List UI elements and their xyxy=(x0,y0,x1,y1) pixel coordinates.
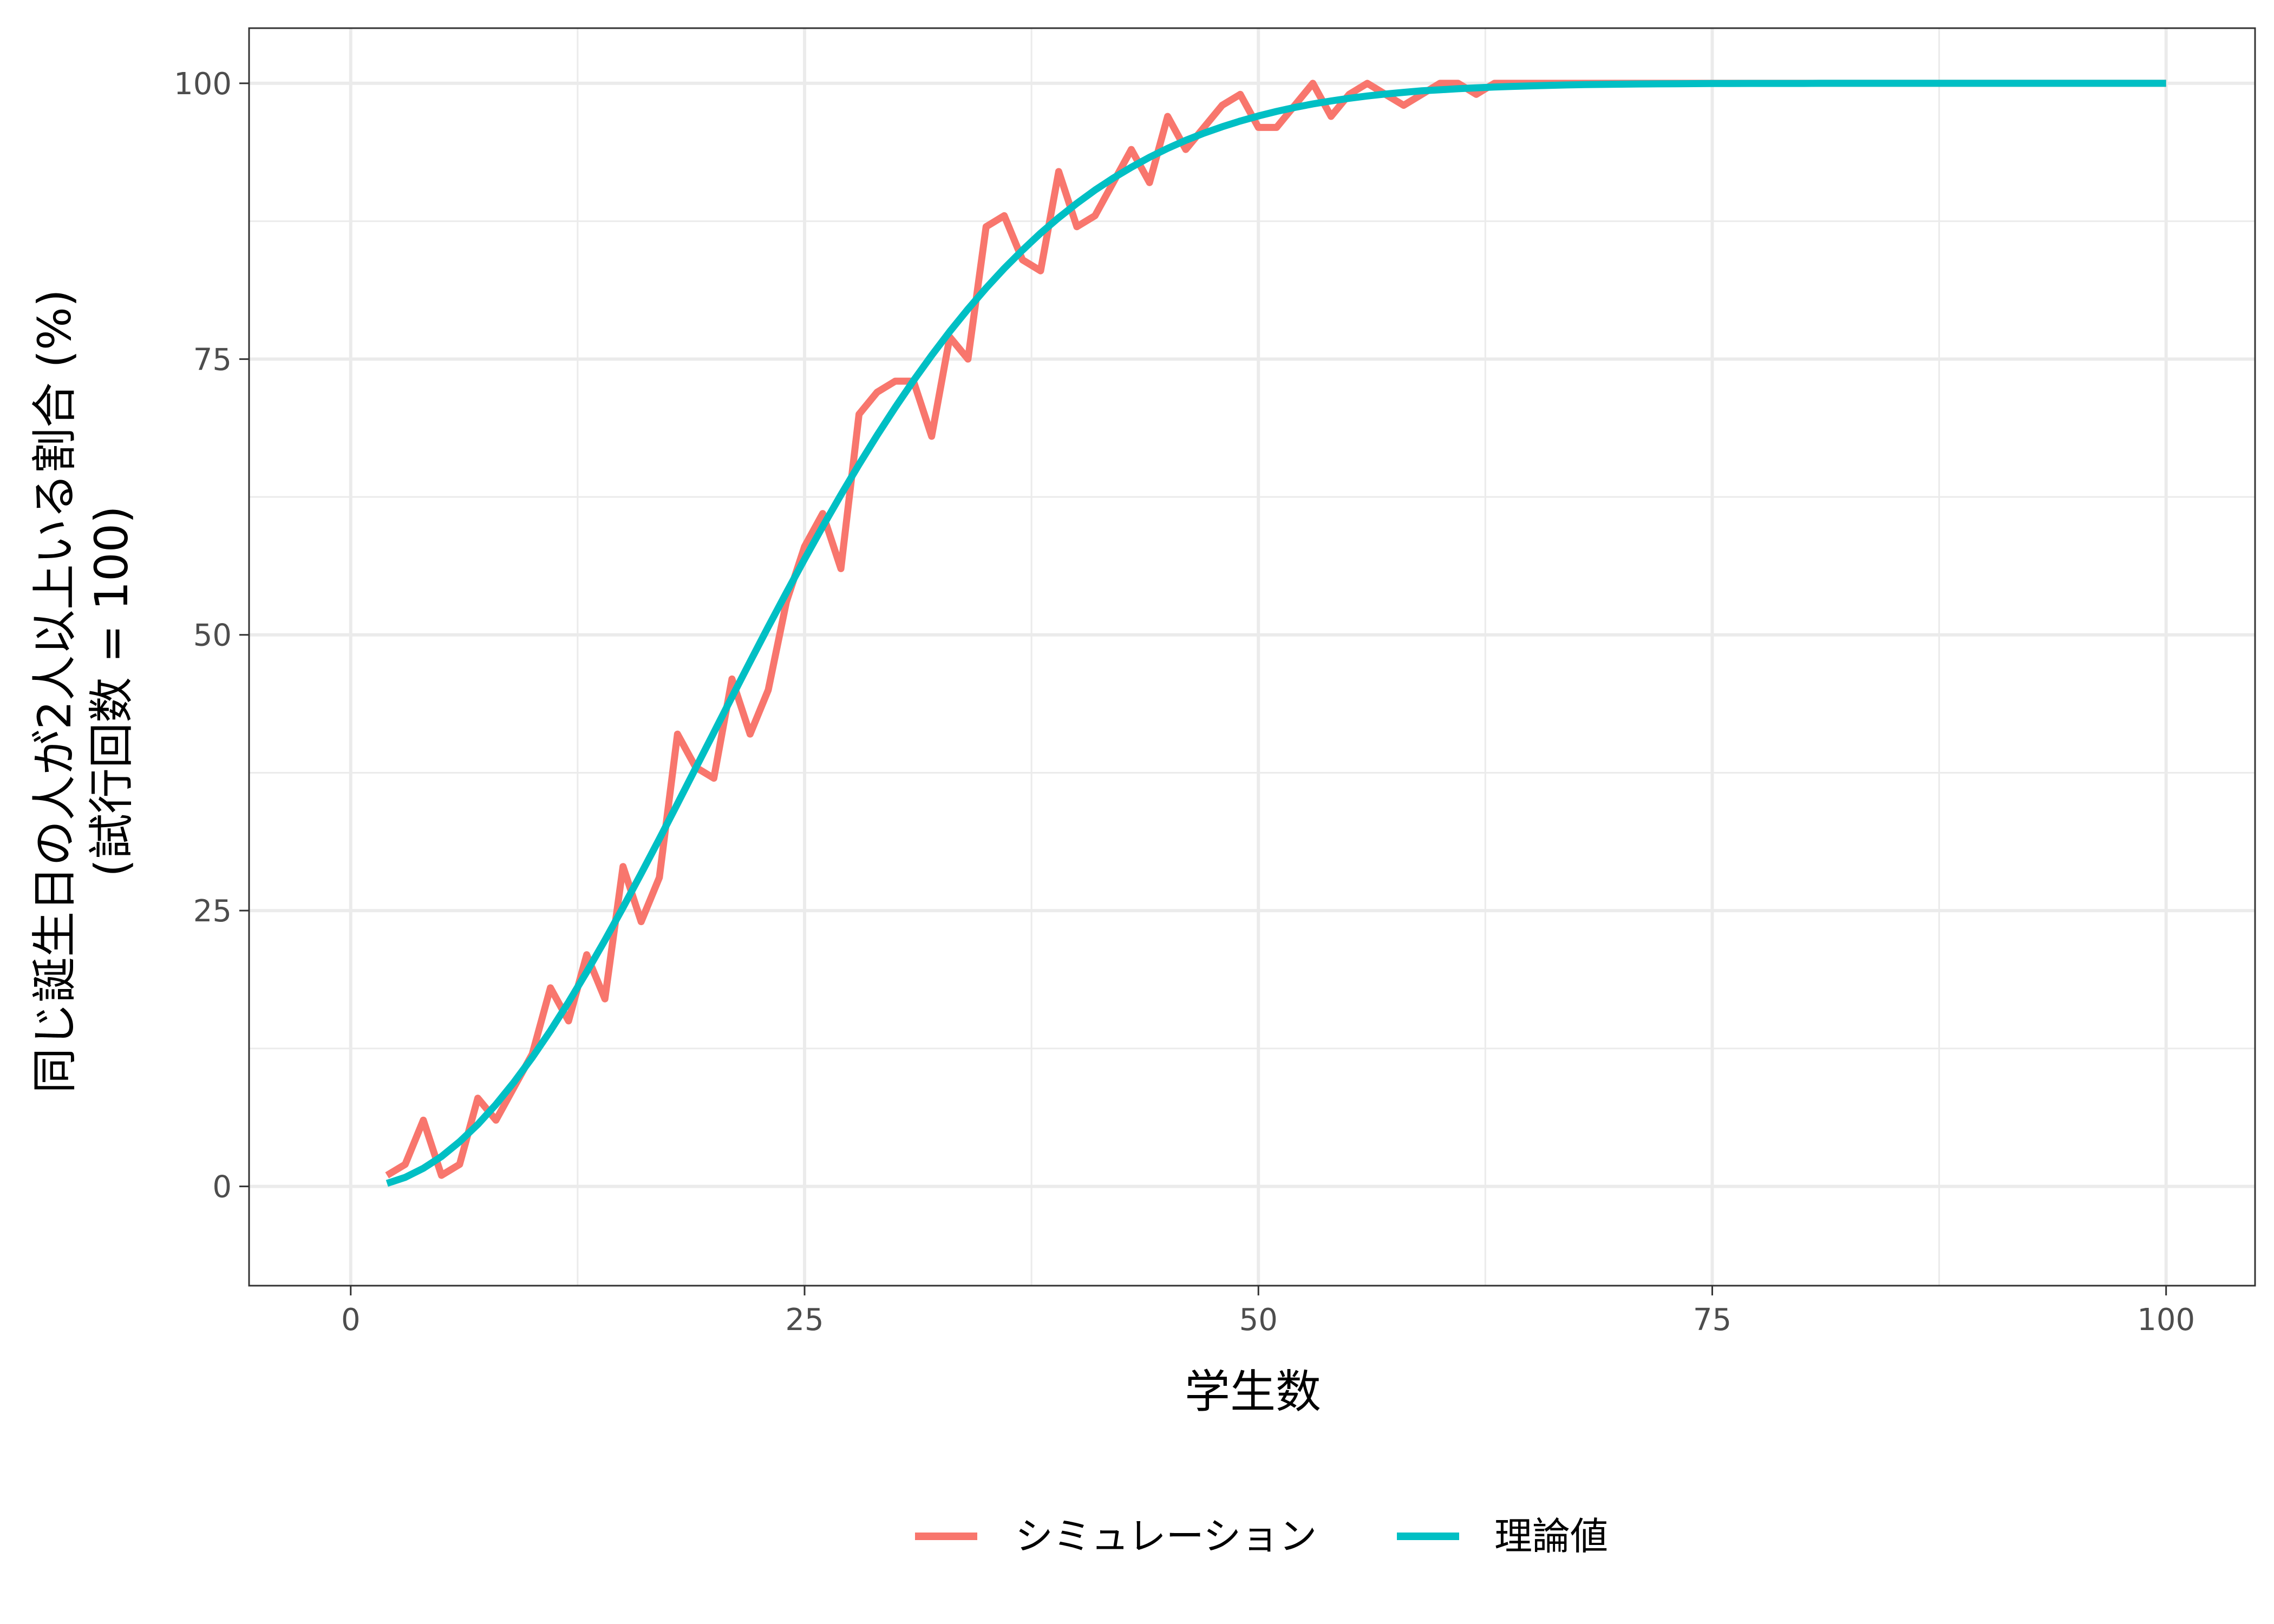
x-tick-label: 100 xyxy=(2137,1302,2195,1338)
y-tick-label: 50 xyxy=(193,618,232,653)
x-tick-label: 50 xyxy=(1239,1302,1278,1338)
tick-labels: 0 25 50 75 100 0 25 50 75 100 xyxy=(174,67,2195,1338)
series-line-theory xyxy=(385,80,2166,1187)
legend: シミュレーション 理論値 xyxy=(915,1514,1608,1558)
y-axis-title-line1: 同じ誕生日の人が2人以上いる割合 (%) xyxy=(28,289,81,1093)
legend-label-theory: 理論値 xyxy=(1494,1514,1608,1558)
x-axis-title: 学生数 xyxy=(1185,1365,1321,1418)
axis-ticks xyxy=(239,82,2167,1295)
x-tick-label: 0 xyxy=(341,1302,361,1338)
x-tick-label: 75 xyxy=(1693,1302,1731,1338)
y-tick-label: 100 xyxy=(174,67,232,102)
y-tick-label: 25 xyxy=(193,894,232,929)
x-tick-label: 25 xyxy=(785,1302,824,1338)
series-layer xyxy=(385,80,2166,1187)
y-tick-label: 0 xyxy=(212,1170,232,1205)
panel-border xyxy=(248,27,2256,1287)
y-axis-title-line2: (試行回数 = 100) xyxy=(85,506,138,877)
grid-major xyxy=(249,28,2255,1286)
legend-label-simulation: シミュレーション xyxy=(1015,1514,1317,1558)
y-tick-label: 75 xyxy=(193,342,232,377)
